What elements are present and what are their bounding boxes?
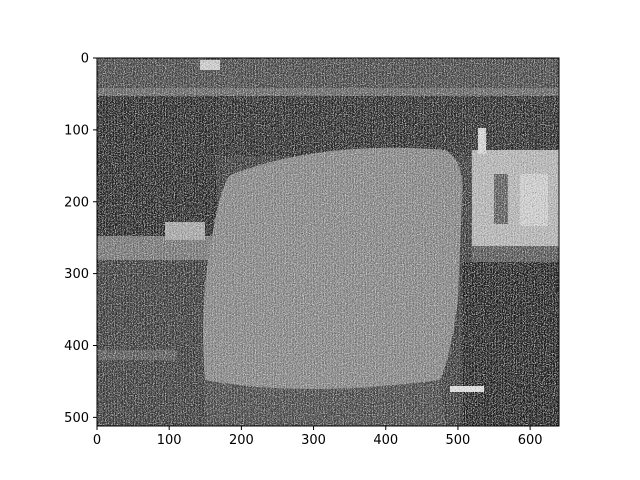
axes-frame — [96, 57, 560, 427]
y-tick-label: 300 — [64, 267, 89, 282]
x-tick-label: 0 — [93, 433, 101, 448]
x-tick-label: 400 — [373, 433, 398, 448]
y-tick-label: 0 — [81, 52, 89, 67]
y-tick-label: 100 — [64, 123, 89, 138]
x-axis: 0 100 200 300 400 500 600 — [93, 426, 543, 448]
x-tick-label: 600 — [518, 433, 543, 448]
x-tick-label: 500 — [446, 433, 471, 448]
y-tick-label: 200 — [64, 195, 89, 210]
y-tick-label: 400 — [64, 339, 89, 354]
photo-image — [97, 58, 559, 426]
x-tick-label: 300 — [301, 433, 326, 448]
y-tick-label: 500 — [64, 411, 89, 426]
y-axis: 0 100 200 300 400 500 — [64, 52, 97, 426]
x-tick-label: 200 — [229, 433, 254, 448]
x-tick-label: 100 — [157, 433, 182, 448]
